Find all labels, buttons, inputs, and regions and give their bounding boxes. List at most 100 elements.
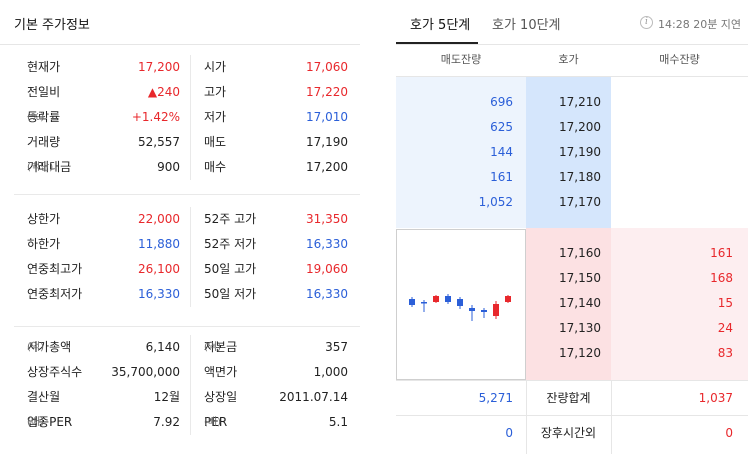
bid-row[interactable]: 17,130 24 <box>396 316 748 341</box>
summary-divider-right <box>611 381 612 454</box>
info-row: 하한가 11,880 52주 저가 16,330 <box>0 232 360 257</box>
ask-volume: 625 <box>490 120 513 134</box>
tab-divider <box>396 44 748 45</box>
info-value-2: 357 <box>325 340 348 354</box>
ask-row[interactable]: 625 17,200 <box>396 115 748 140</box>
quote-time: 14:28 20분 지연 <box>658 18 742 31</box>
info-row: 상장주식수 35,700,000 액면가 1,000 <box>0 360 360 385</box>
group-divider <box>14 194 360 195</box>
bid-volume: 161 <box>710 246 733 260</box>
info-value-2: 17,190 <box>306 135 348 149</box>
tab-5-levels[interactable]: 호가 5단계 <box>410 18 471 33</box>
bid-price: 17,130 <box>559 321 601 335</box>
info-value: 35,700,000 <box>111 365 180 379</box>
info-value-2: 31,350 <box>306 212 348 226</box>
info-value: 900 <box>157 160 180 174</box>
ask-price: 17,190 <box>559 145 601 159</box>
info-value: +1.42% <box>131 110 180 124</box>
info-value-2: 19,060 <box>306 262 348 276</box>
info-icon[interactable]: i <box>640 16 653 29</box>
info-value-2: 5.1 <box>328 415 348 429</box>
ask-row[interactable]: 1,052 17,170 <box>396 190 748 215</box>
bid-area <box>611 228 748 380</box>
bid-volume: 168 <box>710 271 733 285</box>
after-hours-ask-volume: 0 <box>505 426 513 440</box>
info-value-2: 17,010 <box>306 110 348 124</box>
candle-6 <box>469 305 475 321</box>
basic-info-panel: 기본 주가정보 현재가 17,200 시가 17,060 전일비 ▲240 고가 17,220… <box>0 0 360 454</box>
bid-row[interactable]: 17,140 15 <box>396 291 748 316</box>
orderbook-panel: 호가 5단계 호가 10단계 i 14:28 20분 지연 매도잔량 호가 매수… <box>396 0 748 454</box>
ask-volume: 696 <box>490 95 513 109</box>
bid-price: 17,120 <box>559 346 601 360</box>
total-bid-volume: 1,037 <box>698 391 733 405</box>
after-hours-label: 장후시간외 <box>540 426 597 440</box>
info-row: 거래대금 (백만) 900 매수 17,200 <box>0 155 360 180</box>
info-row: 시가총액 (억) 6,140 자본금 (억) 357 <box>0 335 360 360</box>
bid-price: 17,140 <box>559 296 601 310</box>
info-value: 12월 <box>153 390 180 404</box>
active-tab-indicator <box>396 42 478 45</box>
info-value: 22,000 <box>138 212 180 226</box>
bid-volume: 15 <box>717 296 733 310</box>
info-row: 현재가 17,200 시가 17,060 <box>0 55 360 80</box>
total-ask-volume: 5,271 <box>478 391 513 405</box>
basic-info-title: 기본 주가정보 <box>14 18 90 33</box>
info-value-2: 2011.07.14 <box>279 390 348 404</box>
info-value: 26,100 <box>138 262 180 276</box>
bid-price-area <box>526 228 611 380</box>
info-row: 연중최저가 16,330 50일 저가 16,330 <box>0 282 360 307</box>
ask-price: 17,210 <box>559 95 601 109</box>
column-divider <box>190 335 191 435</box>
total-top-divider <box>396 380 748 381</box>
bid-price: 17,150 <box>559 271 601 285</box>
ask-price-area <box>526 77 611 228</box>
info-row: 결산월 12월 상장일 2011.07.14 <box>0 385 360 410</box>
bid-volume: 24 <box>717 321 733 335</box>
after-hours-bid-volume: 0 <box>725 426 733 440</box>
info-row: 전일비 ▲240 고가 17,220 <box>0 80 360 105</box>
bid-row[interactable]: 17,160 161 <box>396 241 748 266</box>
ask-row[interactable]: 144 17,190 <box>396 140 748 165</box>
ask-volume: 161 <box>490 170 513 184</box>
total-row: 5,271 잔량합계 1,037 <box>396 381 748 415</box>
ask-price: 17,170 <box>559 195 601 209</box>
info-value: 7.92 <box>153 415 180 429</box>
ask-area <box>396 77 526 228</box>
header-ask-volume: 매도잔량 <box>440 53 482 66</box>
ask-row[interactable]: 696 17,210 <box>396 90 748 115</box>
info-value: 6,140 <box>145 340 180 354</box>
info-row: 상한가 22,000 52주 고가 31,350 <box>0 207 360 232</box>
candle-chart-svg <box>409 294 511 321</box>
tab-10-levels[interactable]: 호가 10단계 <box>492 18 561 33</box>
info-value: 16,330 <box>138 287 180 301</box>
candle-1 <box>409 297 415 307</box>
candle-9 <box>505 295 511 303</box>
info-value-2: 17,200 <box>306 160 348 174</box>
ask-row[interactable]: 161 17,180 <box>396 165 748 190</box>
header-bid-volume: 매수잔량 <box>659 53 700 66</box>
after-hours-row: 0 장후시간외 0 <box>396 416 748 450</box>
info-value-2: 17,220 <box>306 85 348 99</box>
bid-row[interactable]: 17,150 168 <box>396 266 748 291</box>
summary-divider-left <box>526 381 527 454</box>
total-label: 잔량합계 <box>546 391 591 405</box>
info-row: 연중최고가 26,100 50일 고가 19,060 <box>0 257 360 282</box>
ask-volume: 144 <box>490 145 513 159</box>
info-value: ▲240 <box>147 85 180 99</box>
ask-price: 17,180 <box>559 170 601 184</box>
bid-row[interactable]: 17,120 83 <box>396 341 748 366</box>
header-price: 호가 <box>558 53 579 66</box>
info-value: 11,880 <box>138 237 180 251</box>
candle-4 <box>445 294 451 304</box>
info-value-2: 1,000 <box>313 365 348 379</box>
mini-candle-chart <box>396 229 526 380</box>
info-value: 52,557 <box>138 135 180 149</box>
candle-7 <box>481 308 487 318</box>
ask-volume: 1,052 <box>478 195 513 209</box>
candle-8 <box>493 301 499 319</box>
info-value-2: 16,330 <box>306 237 348 251</box>
info-value: 17,200 <box>138 60 180 74</box>
info-value-2: 16,330 <box>306 287 348 301</box>
candle-5 <box>457 297 463 309</box>
